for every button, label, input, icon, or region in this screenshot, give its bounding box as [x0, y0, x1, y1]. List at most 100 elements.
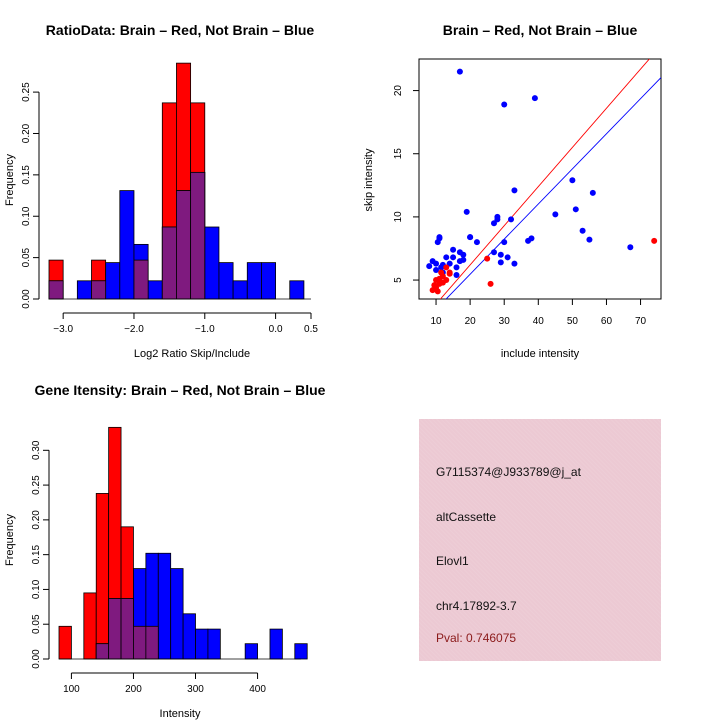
x-tick-label: −1.0: [195, 324, 215, 335]
x-tick-label: 30: [499, 316, 511, 327]
y-tick-label: 0.25: [21, 82, 32, 102]
not-brain-point: [453, 272, 460, 278]
event-type: altCassette: [436, 510, 497, 524]
not-brain-point: [460, 256, 467, 263]
brain-bar: [58, 625, 72, 660]
overlap-bar: [161, 226, 177, 300]
not-brain-bar: [218, 262, 234, 300]
brain-point: [651, 237, 658, 244]
ratio-histogram: RatioData: Brain – Red, Not Brain – Blue…: [4, 22, 318, 360]
not-brain-point: [450, 246, 457, 253]
y-tick-label: 0.10: [21, 206, 32, 226]
not-brain-bar: [204, 226, 220, 300]
not-brain-bar: [195, 628, 209, 660]
intensity-scatter: Brain – Red, Not Brain – Blue include in…: [363, 22, 662, 360]
x-tick-label: 0.5: [304, 324, 318, 335]
not-brain-point: [508, 216, 515, 223]
not-brain-point: [460, 251, 467, 258]
not-brain-point: [497, 251, 504, 258]
not-brain-point: [453, 264, 460, 271]
not-brain-point: [436, 235, 443, 242]
red-line: [439, 59, 650, 299]
not-brain-bar: [289, 280, 305, 300]
probe-id: G7115374@J933789@j_at: [436, 465, 581, 479]
gene-bars: [58, 426, 308, 660]
y-tick-label: 0.15: [21, 165, 32, 185]
overlap-bar: [108, 598, 122, 660]
not-brain-point: [490, 249, 497, 256]
overlap-bar: [91, 280, 107, 300]
ratio-xlabel: Log2 Ratio Skip/Include: [134, 348, 250, 360]
not-brain-bar: [232, 280, 248, 300]
not-brain-point: [426, 263, 433, 270]
not-brain-point: [504, 254, 511, 261]
not-brain-point: [494, 216, 501, 223]
x-tick-label: 300: [187, 684, 204, 695]
y-tick-label: 0.20: [31, 510, 42, 530]
not-brain-bar: [207, 628, 221, 660]
not-brain-bar: [269, 628, 283, 660]
gene-title: Gene Itensity: Brain – Red, Not Brain – …: [35, 382, 326, 398]
not-brain-point: [531, 95, 538, 102]
scatter-content: [426, 59, 661, 299]
not-brain-point: [501, 101, 508, 108]
overlap-bar: [133, 259, 149, 300]
not-brain-point: [552, 211, 559, 218]
not-brain-bar: [182, 613, 196, 660]
not-brain-point: [433, 260, 440, 267]
x-tick-label: 70: [635, 316, 647, 327]
y-tick-label: 0.20: [21, 123, 32, 143]
not-brain-point: [501, 239, 508, 246]
not-brain-bar: [294, 643, 308, 660]
overlap-bar: [145, 625, 159, 660]
x-tick-label: 40: [533, 316, 545, 327]
brain-point: [443, 277, 450, 284]
y-tick-label: 0.25: [31, 475, 42, 495]
not-brain-point: [511, 260, 518, 267]
scatter-plot-box: [418, 58, 662, 300]
gene-name: Elovl1: [436, 554, 469, 568]
not-brain-point: [579, 227, 586, 234]
not-brain-bar: [261, 262, 276, 300]
x-tick-label: 50: [567, 316, 579, 327]
y-tick-label: 0.15: [31, 544, 42, 564]
x-tick-label: 60: [601, 316, 613, 327]
brain-point: [484, 255, 491, 262]
y-tick-label: 0.00: [31, 649, 42, 669]
gene-ylabel: Frequency: [4, 514, 16, 566]
ratio-ylabel: Frequency: [4, 154, 16, 206]
not-brain-bar: [119, 190, 135, 300]
x-tick-label: 200: [125, 684, 142, 695]
not-brain-point: [467, 234, 474, 241]
x-tick-label: 400: [249, 684, 266, 695]
not-brain-point: [569, 177, 576, 184]
brain-point: [487, 280, 494, 287]
scatter-ylabel: skip intensity: [363, 148, 375, 211]
not-brain-point: [456, 68, 463, 75]
blue-line: [445, 77, 661, 299]
y-tick-label: 10: [393, 211, 404, 223]
not-brain-point: [627, 244, 634, 251]
not-brain-bar: [76, 280, 92, 300]
ratio-title: RatioData: Brain – Red, Not Brain – Blue: [46, 22, 315, 38]
not-brain-point: [463, 208, 470, 215]
overlap-bar: [95, 643, 110, 660]
brain-point: [434, 288, 441, 295]
scatter-xlabel: include intensity: [501, 348, 580, 360]
not-brain-bar: [147, 280, 163, 300]
scatter-axes: 10 20 30 40 50 60 70 5 10 15 20: [393, 85, 647, 327]
gene-intensity-histogram: Gene Itensity: Brain – Red, Not Brain – …: [4, 382, 326, 720]
scatter-title: Brain – Red, Not Brain – Blue: [443, 22, 638, 38]
not-brain-bar: [170, 568, 184, 660]
not-brain-point: [497, 259, 504, 266]
info-panel: G7115374@J933789@j_at altCassette Elovl1…: [419, 419, 661, 661]
scatter-inner: [426, 59, 661, 299]
y-tick-label: 5: [393, 277, 404, 283]
x-tick-label: 0.0: [269, 324, 283, 335]
p-value: Pval: 0.746075: [436, 631, 517, 645]
y-tick-label: 0.30: [31, 440, 42, 460]
brain-point: [446, 270, 453, 277]
overlap-bar: [48, 280, 64, 300]
not-brain-bar: [246, 262, 262, 300]
